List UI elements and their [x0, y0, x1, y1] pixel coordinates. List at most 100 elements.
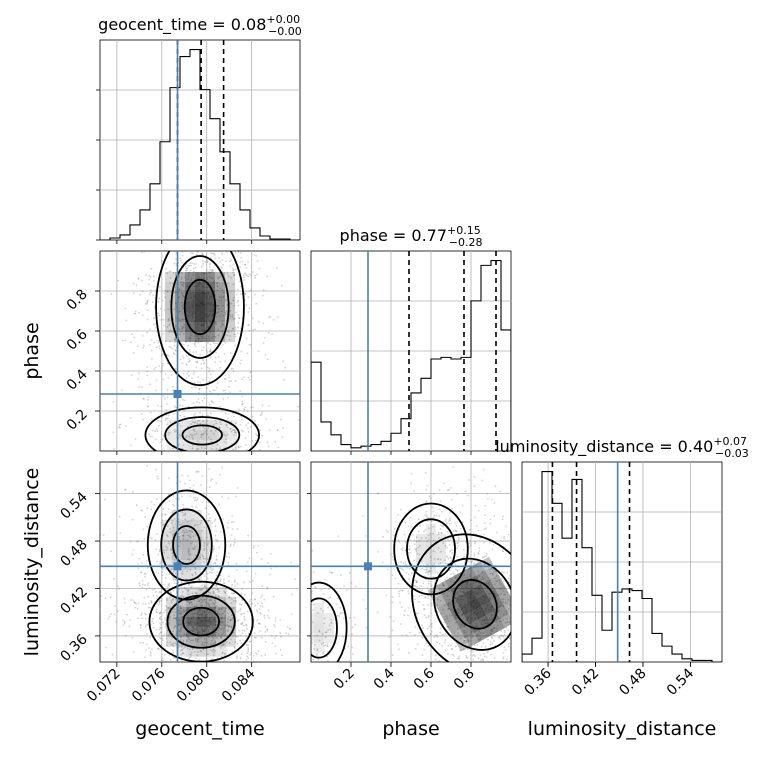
sample-point [407, 525, 410, 528]
sample-point [229, 427, 232, 430]
sample-point [400, 561, 403, 563]
sample-point [166, 598, 168, 600]
sample-point [492, 573, 494, 576]
density-cell [195, 312, 205, 322]
sample-point [155, 595, 158, 597]
sample-point [205, 536, 208, 539]
sample-point [519, 684, 521, 686]
sample-point [203, 598, 206, 601]
sample-point [152, 275, 155, 278]
sample-point [481, 570, 484, 573]
sample-point [465, 635, 468, 638]
sample-point [158, 628, 161, 631]
sample-point [178, 521, 180, 524]
sample-point [453, 704, 455, 706]
sample-point [110, 550, 113, 553]
sample-point [223, 659, 225, 662]
sample-point [479, 654, 482, 656]
sample-point [444, 578, 447, 581]
sample-point [501, 597, 503, 600]
sample-point [212, 401, 215, 404]
sample-point [196, 422, 199, 425]
sample-point [191, 418, 194, 421]
sample-point [166, 326, 169, 328]
sample-point [227, 275, 230, 278]
sample-point [208, 280, 211, 283]
sample-point [195, 253, 198, 256]
sample-point [464, 710, 466, 712]
sample-point [216, 612, 219, 615]
sample-point [515, 598, 517, 600]
sample-point [499, 490, 502, 493]
sample-point [199, 484, 202, 487]
sample-point [233, 274, 236, 277]
sample-point [212, 548, 215, 551]
sample-point [142, 602, 145, 605]
sample-point [232, 448, 234, 451]
density-cell [185, 302, 195, 312]
sample-point [485, 527, 488, 530]
sample-point [181, 405, 184, 407]
sample-point [149, 606, 152, 609]
sample-point [112, 431, 115, 434]
sample-point [193, 343, 196, 346]
sample-point [219, 578, 222, 581]
sample-point [316, 670, 318, 672]
sample-point [235, 601, 237, 604]
sample-point [228, 625, 231, 628]
sample-point [150, 291, 152, 294]
sample-point [514, 674, 516, 676]
sample-point [472, 653, 475, 656]
sample-point [206, 596, 209, 599]
sample-point [155, 608, 158, 611]
density-cell [476, 570, 490, 584]
sample-point [172, 495, 175, 498]
sample-point [410, 482, 413, 485]
sample-point [423, 614, 426, 617]
sample-point [226, 282, 229, 285]
sample-point [480, 645, 483, 648]
sample-point [162, 395, 165, 397]
sample-point [238, 619, 240, 622]
sample-point [234, 380, 237, 382]
sample-point [141, 279, 143, 282]
sample-point [188, 359, 191, 362]
sample-point [466, 657, 469, 659]
sample-point [209, 370, 211, 372]
sample-point [137, 386, 140, 388]
sample-point [223, 248, 225, 250]
sample-point [209, 452, 211, 454]
sample-point [248, 610, 251, 613]
density-cell [161, 540, 172, 551]
sample-point [511, 557, 513, 559]
sample-point [217, 629, 220, 632]
sample-point [225, 589, 228, 592]
sample-point [210, 640, 213, 642]
sample-point [517, 576, 519, 578]
sample-point [216, 285, 219, 288]
sample-point [249, 289, 252, 292]
sample-point [221, 320, 224, 322]
sample-point [211, 571, 214, 574]
sample-point [159, 307, 162, 310]
sample-point [160, 438, 163, 441]
sample-point [220, 636, 223, 639]
sample-point [247, 376, 250, 379]
sample-point [219, 574, 222, 577]
sample-point [441, 608, 444, 611]
sample-point [515, 534, 517, 536]
sample-point [146, 464, 148, 467]
density-cell [314, 603, 324, 614]
sample-point [473, 553, 476, 556]
sample-point [146, 398, 149, 401]
sample-point [340, 611, 342, 614]
sample-point [237, 635, 240, 638]
sample-point [212, 269, 215, 272]
sample-point [410, 472, 413, 475]
sample-point [194, 421, 197, 423]
sample-point [438, 533, 440, 535]
sample-point [148, 587, 151, 590]
sample-point [202, 426, 205, 428]
sample-point [141, 662, 143, 664]
sample-point [443, 621, 446, 624]
